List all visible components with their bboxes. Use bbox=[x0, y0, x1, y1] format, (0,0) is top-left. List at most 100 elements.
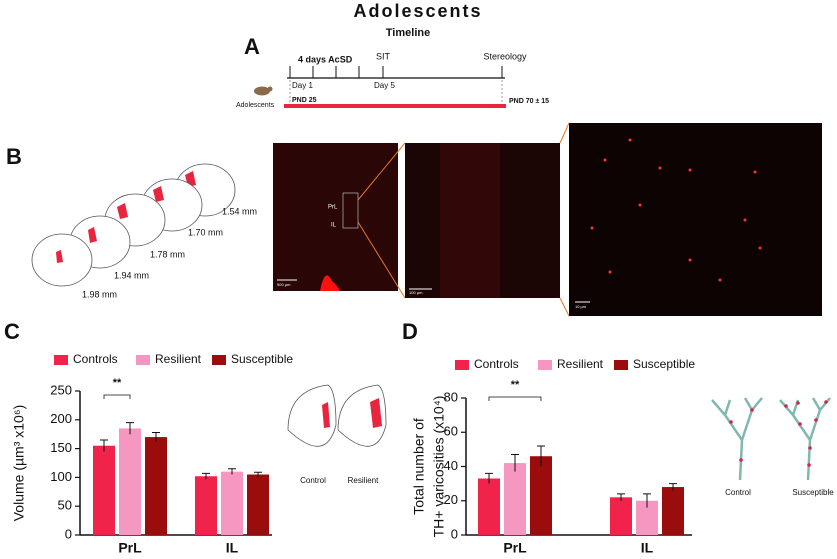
error-bar bbox=[485, 472, 493, 484]
legend-swatch bbox=[54, 355, 68, 365]
y-axis-label: TH+ varicosities (x10⁴) bbox=[431, 396, 447, 538]
y-tick-label: 20 bbox=[444, 492, 458, 507]
schematic-label: Control bbox=[725, 488, 751, 497]
mouse-icon bbox=[254, 86, 270, 96]
legend-swatch bbox=[136, 355, 150, 365]
legend-label: Resilient bbox=[557, 357, 604, 371]
zoom-line bbox=[357, 221, 406, 299]
varicosity-dots bbox=[729, 400, 828, 467]
y-tick-label: 250 bbox=[50, 382, 72, 397]
bar bbox=[530, 456, 552, 535]
level-label: 1.78 mm bbox=[150, 249, 185, 259]
y-tick-label: 0 bbox=[451, 526, 458, 541]
error-bar bbox=[126, 422, 134, 435]
bar bbox=[247, 474, 269, 535]
y-tick-label: 200 bbox=[50, 411, 72, 426]
micrograph-detail bbox=[440, 143, 500, 298]
level-label: 1.98 mm bbox=[82, 289, 117, 299]
panel-letter: B bbox=[6, 144, 22, 169]
scale-label: 10 µm bbox=[575, 304, 587, 309]
legend-swatch bbox=[538, 360, 552, 370]
x-tick-label: PrL bbox=[503, 540, 527, 556]
schematic-label: Susceptible bbox=[792, 488, 834, 497]
micrograph bbox=[273, 143, 398, 291]
panel-letter: D bbox=[402, 319, 418, 344]
y-axis-label: Total number of bbox=[411, 418, 427, 515]
legend-swatch bbox=[212, 355, 226, 365]
error-bar bbox=[152, 431, 160, 442]
roi-outline bbox=[342, 192, 359, 229]
day-label: Day 1 bbox=[292, 81, 313, 90]
mouse-icon bbox=[267, 86, 273, 92]
legend-label: Resilient bbox=[155, 352, 202, 366]
age-label: PND 70 ± 15 bbox=[509, 98, 549, 105]
significance-bracket bbox=[488, 396, 542, 401]
error-bar bbox=[669, 483, 677, 491]
level-label: 1.70 mm bbox=[188, 227, 223, 237]
bar bbox=[478, 478, 500, 535]
y-tick-label: 100 bbox=[50, 469, 72, 484]
group-label: Adolescents bbox=[236, 102, 275, 109]
y-tick-label: 80 bbox=[444, 389, 458, 404]
bar bbox=[636, 500, 658, 535]
error-bar bbox=[537, 445, 545, 467]
scale-label: 100 µm bbox=[409, 290, 423, 295]
event-label: SIT bbox=[376, 51, 391, 61]
level-label: 1.54 mm bbox=[222, 206, 257, 216]
y-tick-label: 60 bbox=[444, 424, 458, 439]
significance-label: ** bbox=[511, 379, 520, 391]
error-bar bbox=[617, 493, 625, 501]
age-label: PND 25 bbox=[292, 97, 317, 104]
bar bbox=[145, 437, 167, 535]
error-bar bbox=[643, 493, 651, 508]
error-bar bbox=[202, 472, 210, 480]
scale-label: 500 µm bbox=[277, 282, 291, 287]
region-label: IL bbox=[331, 223, 337, 229]
schematic-label: Control bbox=[300, 476, 326, 485]
event-label: Stereology bbox=[483, 51, 527, 61]
zoom-line bbox=[559, 122, 570, 144]
day-label: Day 5 bbox=[374, 81, 395, 90]
schematic bbox=[711, 397, 831, 481]
bar bbox=[662, 487, 684, 535]
event-label: 4 days AcSD bbox=[298, 54, 353, 64]
x-tick-label: PrL bbox=[118, 540, 142, 556]
error-bar bbox=[254, 471, 262, 477]
region bbox=[56, 250, 63, 263]
y-tick-label: 40 bbox=[444, 458, 458, 473]
y-tick-label: 50 bbox=[58, 498, 72, 513]
bar bbox=[610, 497, 632, 535]
micrograph-detail bbox=[320, 275, 340, 291]
y-tick-label: 150 bbox=[50, 440, 72, 455]
legend-swatch bbox=[455, 360, 469, 370]
timeline: Timeline 4 days AcSD SIT Stereology Day … bbox=[236, 27, 549, 109]
bar bbox=[119, 428, 141, 535]
significance-bracket bbox=[103, 394, 131, 399]
legend-label: Susceptible bbox=[231, 352, 293, 366]
brain-sections: 1.54 mm 1.70 mm 1.78 mm 1.94 mm 1.98 mm bbox=[31, 163, 257, 299]
legend-label: Controls bbox=[73, 352, 118, 366]
bar bbox=[221, 471, 243, 535]
panel-letter: C bbox=[4, 319, 20, 344]
error-bar bbox=[100, 439, 108, 452]
y-tick-label: 0 bbox=[65, 526, 72, 541]
bar bbox=[504, 463, 526, 535]
age-bar bbox=[284, 104, 506, 108]
zoom-line bbox=[559, 297, 570, 317]
panel-letter: A bbox=[244, 34, 260, 59]
varicosities bbox=[590, 138, 762, 282]
legend-label: Susceptible bbox=[633, 357, 695, 371]
region bbox=[117, 203, 128, 219]
zoom-line bbox=[357, 142, 406, 201]
schematic-label: Resilient bbox=[348, 476, 379, 485]
micrograph bbox=[569, 123, 822, 316]
region bbox=[153, 186, 164, 202]
region bbox=[88, 227, 97, 243]
level-label: 1.94 mm bbox=[114, 270, 149, 280]
x-tick-label: IL bbox=[226, 540, 239, 556]
timeline-title: Timeline bbox=[386, 27, 430, 39]
y-axis-label: Volume (µm³ x10⁶) bbox=[11, 405, 27, 522]
region-label: PrL bbox=[328, 205, 338, 211]
bar bbox=[93, 445, 115, 535]
